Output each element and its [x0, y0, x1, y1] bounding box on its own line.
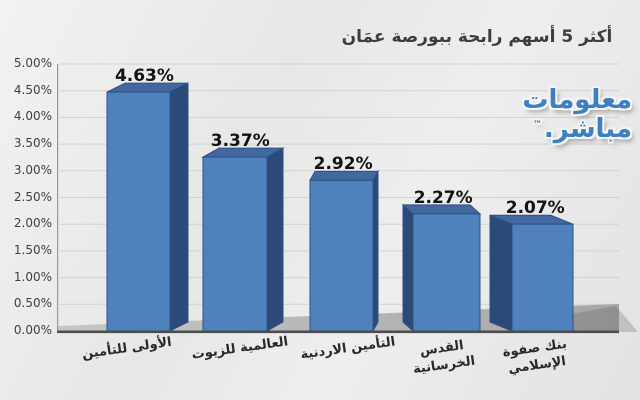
bar-side-face — [402, 203, 414, 333]
watermark-line2: مباشر.™ — [522, 113, 632, 144]
bar — [511, 223, 574, 332]
watermark-line1: معلومات — [522, 85, 632, 115]
y-tick-label: 3.00% — [13, 162, 52, 177]
bar — [412, 213, 481, 332]
trademark-icon: ™ — [532, 119, 542, 130]
bar-shadow — [560, 306, 638, 332]
bar-value-label: 3.37% — [210, 131, 270, 152]
bar-value-label: 2.07% — [505, 198, 565, 219]
bar-side-face — [372, 169, 379, 333]
watermark-text: مباشر. — [543, 113, 632, 144]
y-tick-label: 0.50% — [13, 296, 52, 311]
y-tick-label: 3.50% — [13, 136, 52, 151]
chart-title: أكثر 5 أسهم رابحة ببورصة عمَان — [341, 27, 613, 47]
y-tick-label: 1.00% — [13, 269, 52, 284]
bar — [202, 156, 268, 332]
bar-side-face — [266, 147, 284, 332]
y-tick-label: 2.00% — [13, 216, 52, 231]
bar-value-label: 2.27% — [413, 187, 473, 208]
y-tick-label: 0.00% — [13, 323, 52, 337]
y-tick-label: 5.00% — [13, 56, 52, 70]
x-axis-line — [57, 330, 619, 334]
bar-side-face — [169, 82, 189, 332]
y-tick-label: 4.50% — [13, 82, 52, 97]
y-axis-line — [57, 64, 59, 331]
watermark-logo: معلومات مباشر.™ — [522, 86, 632, 143]
y-tick-label: 1.50% — [13, 242, 52, 257]
bar-value-label: 4.63% — [114, 66, 174, 87]
bar — [309, 179, 374, 332]
bar — [106, 91, 171, 332]
bar-value-label: 2.92% — [313, 154, 373, 175]
y-tick-label: 4.00% — [13, 109, 52, 124]
bar-side-face — [489, 214, 513, 332]
y-tick-label: 2.50% — [13, 189, 52, 204]
